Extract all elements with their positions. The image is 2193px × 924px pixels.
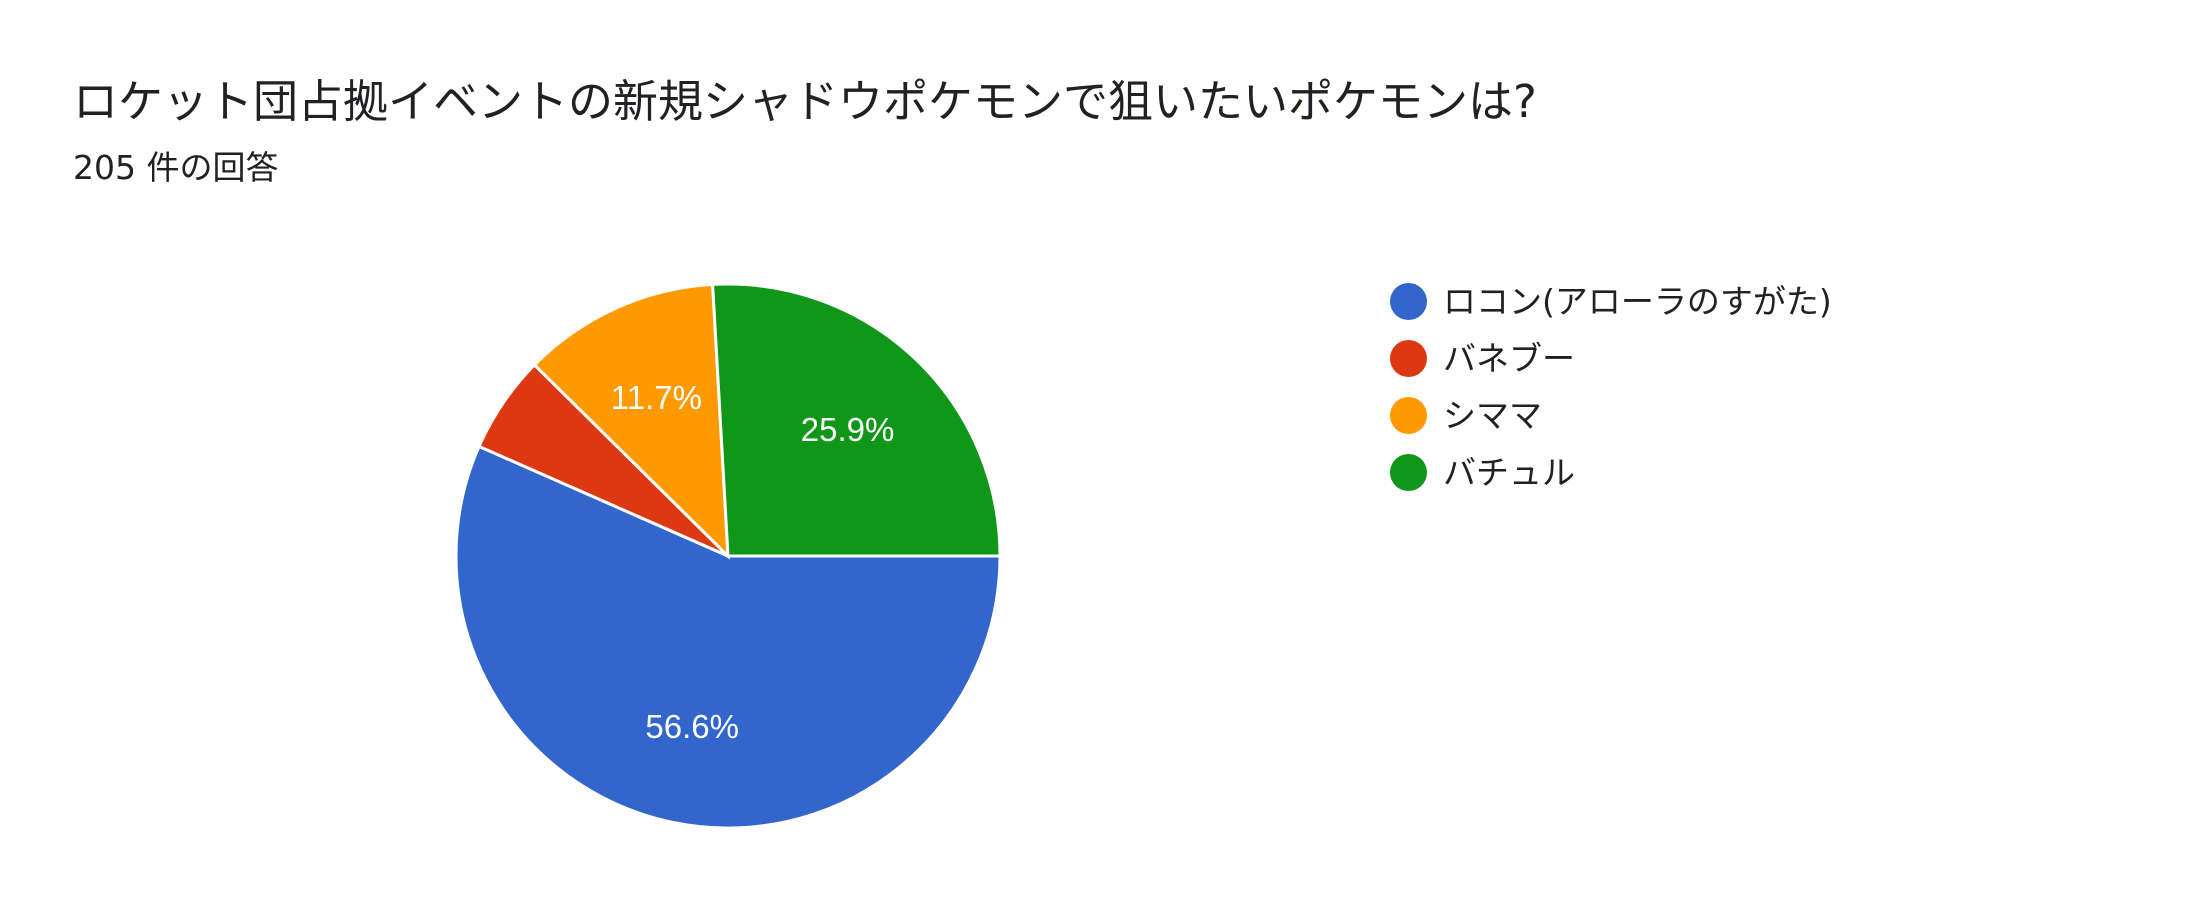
slice-percent-label-2: 11.7% [611,379,702,416]
slice-percent-label-3: 25.9% [801,411,895,448]
legend-swatch-icon [1390,283,1427,320]
legend-item-1[interactable]: バネブー [1390,330,1832,387]
legend-item-0[interactable]: ロコン(アローラのすがた) [1390,273,1832,330]
chart-legend: ロコン(アローラのすがた) バネブーシママバチュル [1390,273,1832,501]
legend-label: ロコン(アローラのすがた) [1443,281,1832,321]
legend-swatch-icon [1390,340,1427,377]
legend-swatch-icon [1390,397,1427,434]
pie-slice-0[interactable] [454,444,1002,830]
pie-slice-2[interactable] [532,282,730,560]
pie-slice-3[interactable] [711,282,1002,558]
legend-label: バチュル [1443,452,1575,492]
legend-label: シママ [1443,395,1542,435]
slice-percent-label-0: 56.6% [645,708,739,745]
chart-title: ロケット団占拠イベントの新規シャドウポケモンで狙いたいポケモンは? [73,75,1537,128]
legend-swatch-icon [1390,454,1427,491]
legend-item-2[interactable]: シママ [1390,387,1832,444]
response-count: 205 件の回答 [73,148,279,187]
legend-label: バネブー [1443,338,1575,378]
legend-item-3[interactable]: バチュル [1390,444,1832,501]
